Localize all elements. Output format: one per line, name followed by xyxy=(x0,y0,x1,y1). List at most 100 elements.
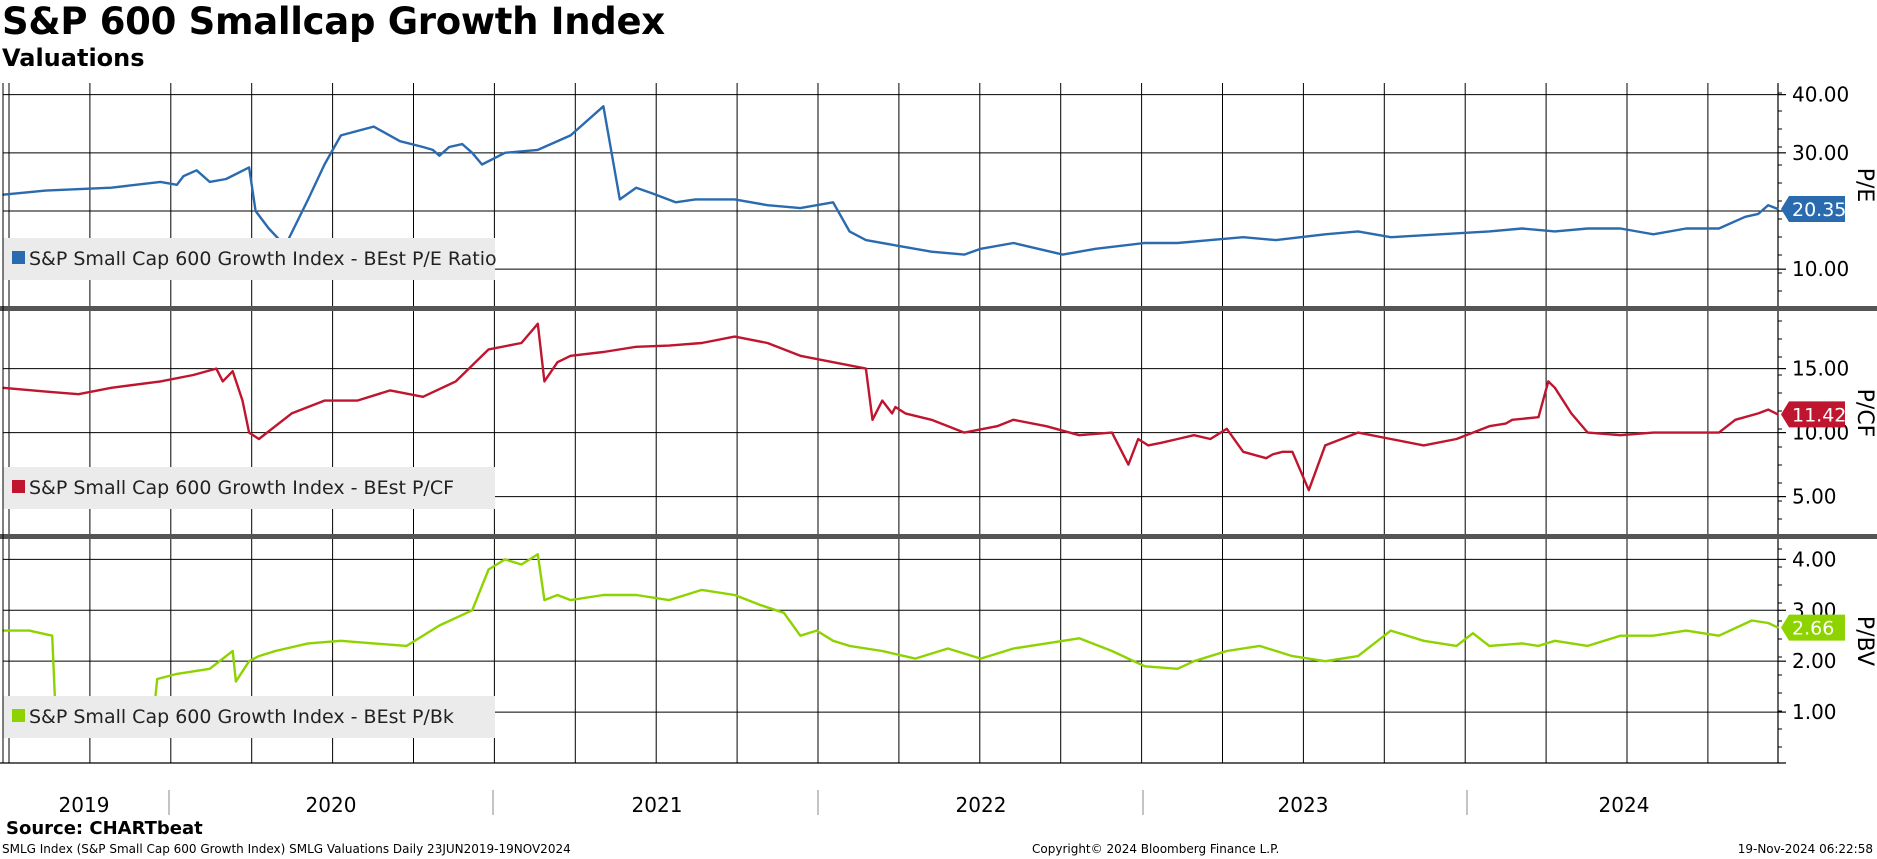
data-point xyxy=(1554,230,1556,233)
data-point xyxy=(1242,236,1244,238)
data-point xyxy=(799,634,802,637)
data-point xyxy=(766,204,769,206)
last-value-label: 11.42 xyxy=(1792,404,1846,426)
data-point xyxy=(340,134,342,137)
data-point xyxy=(1324,233,1326,236)
data-point xyxy=(569,355,572,357)
data-point xyxy=(222,380,224,383)
data-point xyxy=(504,558,506,561)
data-point xyxy=(225,178,227,180)
data-point xyxy=(455,380,457,383)
panel-separator xyxy=(0,306,1877,311)
data-point xyxy=(1291,451,1294,453)
legend-label: S&P Small Cap 600 Growth Index - BEst P/… xyxy=(29,477,454,499)
data-point xyxy=(258,655,260,657)
data-point xyxy=(274,650,277,652)
data-point xyxy=(438,154,441,157)
data-point xyxy=(963,253,966,256)
data-point xyxy=(543,599,546,601)
data-point xyxy=(176,184,178,186)
data-point xyxy=(602,594,605,596)
data-point xyxy=(815,629,818,632)
data-point xyxy=(668,344,670,347)
data-point xyxy=(208,668,211,670)
y-tick-label: 4.00 xyxy=(1792,547,1837,571)
data-point xyxy=(520,563,523,566)
y-tick-label: 15.00 xyxy=(1792,357,1849,381)
data-point xyxy=(372,125,375,128)
y-tick-label: 1.00 xyxy=(1792,700,1837,724)
data-point xyxy=(1767,204,1769,206)
data-point xyxy=(307,642,309,645)
data-point xyxy=(504,152,506,154)
data-point xyxy=(1504,422,1507,425)
data-point xyxy=(1652,233,1655,236)
data-point xyxy=(248,660,250,662)
data-point xyxy=(1144,665,1146,668)
legend-label: S&P Small Cap 600 Growth Index - BEst P/… xyxy=(29,706,454,728)
data-point xyxy=(1767,408,1769,411)
data-point xyxy=(1685,227,1687,230)
data-point xyxy=(110,387,113,389)
data-point xyxy=(481,163,483,166)
data-point xyxy=(44,189,47,192)
panel-separator xyxy=(0,534,1877,539)
data-point xyxy=(930,419,933,421)
data-point xyxy=(438,624,441,627)
data-point xyxy=(701,342,703,344)
data-point xyxy=(556,594,559,596)
data-point xyxy=(1242,451,1244,453)
data-point xyxy=(1357,230,1359,233)
data-point xyxy=(1324,660,1326,662)
data-point xyxy=(1586,227,1589,230)
data-point xyxy=(235,680,237,683)
data-point xyxy=(1111,650,1113,652)
data-point xyxy=(1012,242,1015,244)
data-point xyxy=(881,399,884,402)
data-point xyxy=(1324,444,1326,447)
data-point xyxy=(832,201,834,204)
data-point xyxy=(1422,640,1425,642)
data-point xyxy=(268,227,270,230)
data-point xyxy=(1281,451,1284,453)
footer-timestamp: 19-Nov-2024 06:22:58 xyxy=(1737,842,1873,856)
data-point xyxy=(1685,629,1687,632)
data-point xyxy=(1521,227,1523,230)
data-point xyxy=(471,609,474,612)
data-point xyxy=(356,399,359,402)
data-point xyxy=(182,175,185,177)
data-point xyxy=(1275,239,1277,241)
data-point xyxy=(569,134,572,137)
data-point xyxy=(1045,642,1048,645)
data-point xyxy=(733,594,736,596)
y-axis-title: P/BV xyxy=(1852,616,1877,666)
data-point xyxy=(848,230,851,233)
data-point xyxy=(340,640,342,642)
data-point xyxy=(176,673,178,675)
data-point xyxy=(668,599,670,601)
data-point xyxy=(1472,632,1474,634)
data-point xyxy=(979,657,982,660)
data-point xyxy=(619,198,621,201)
data-point xyxy=(110,186,113,189)
data-point xyxy=(1718,227,1720,230)
data-point xyxy=(537,149,539,151)
data-point xyxy=(1586,431,1589,434)
data-point xyxy=(537,323,539,325)
data-point xyxy=(471,152,474,154)
data-point xyxy=(389,389,392,392)
data-point xyxy=(461,143,464,145)
data-point xyxy=(1111,431,1113,434)
x-year-label: 2024 xyxy=(1599,793,1650,817)
data-point xyxy=(1757,213,1760,215)
data-point xyxy=(208,181,211,183)
data-point xyxy=(1078,637,1080,640)
data-point xyxy=(1685,431,1687,434)
data-point xyxy=(701,589,703,591)
y-tick-label: 5.00 xyxy=(1792,485,1837,509)
legend-swatch xyxy=(12,480,25,493)
data-point xyxy=(323,163,326,166)
data-point xyxy=(832,361,834,364)
chart-title: S&P 600 Smallcap Growth Index xyxy=(2,0,665,43)
